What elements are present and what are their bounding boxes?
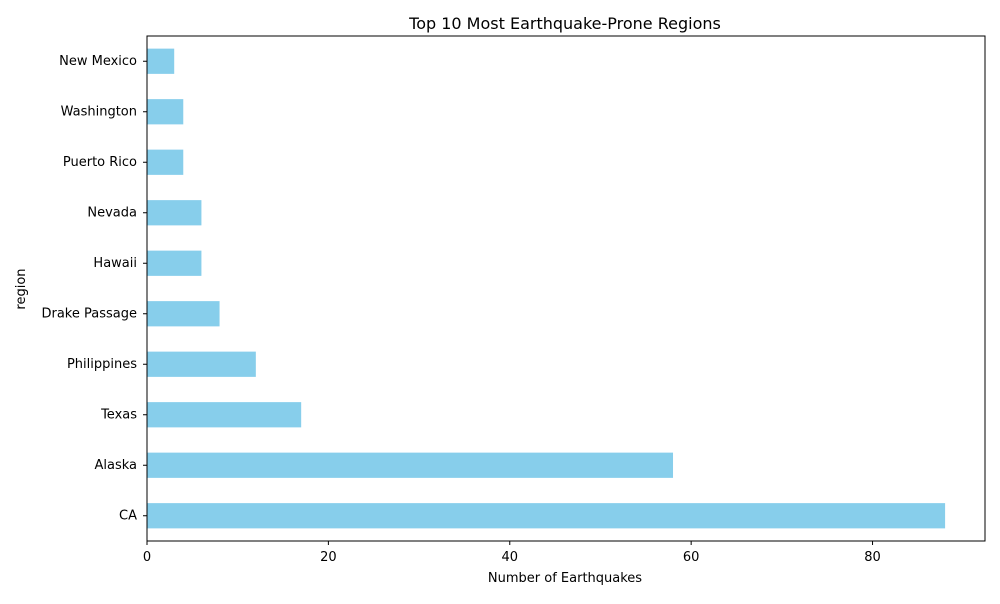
y-tick-label: Hawaii bbox=[93, 256, 137, 271]
bars-group bbox=[147, 48, 946, 529]
x-axis-ticks: 0 20 40 60 80 bbox=[143, 541, 881, 565]
plot-frame bbox=[146, 35, 986, 542]
y-tick-label: Philippines bbox=[67, 357, 137, 372]
bar-ca bbox=[147, 503, 946, 529]
x-tick-label: 60 bbox=[683, 550, 700, 565]
y-tick-label: Puerto Rico bbox=[63, 155, 137, 170]
chart-title: Top 10 Most Earthquake-Prone Regions bbox=[408, 14, 721, 33]
bar-texas bbox=[147, 402, 302, 428]
x-tick-label: 0 bbox=[143, 550, 151, 565]
y-tick-label: CA bbox=[119, 508, 137, 523]
y-tick-label: Alaska bbox=[94, 458, 137, 473]
bar-hawaii bbox=[147, 250, 202, 276]
y-axis-label: region bbox=[14, 268, 29, 309]
x-tick-label: 80 bbox=[864, 550, 881, 565]
x-axis-label: Number of Earthquakes bbox=[488, 571, 642, 586]
y-tick-label: Drake Passage bbox=[41, 306, 137, 321]
y-tick-label: Washington bbox=[61, 104, 137, 119]
x-tick-label: 20 bbox=[320, 550, 337, 565]
bar-washington bbox=[147, 99, 184, 125]
bar-alaska bbox=[147, 452, 674, 478]
bar-drake-passage bbox=[147, 301, 220, 327]
y-tick-label: New Mexico bbox=[59, 54, 137, 69]
y-tick-label: Nevada bbox=[87, 205, 137, 220]
bar-nevada bbox=[147, 200, 202, 226]
y-tick-label: Texas bbox=[100, 407, 137, 422]
bar-new-mexico bbox=[147, 48, 175, 74]
x-tick-label: 40 bbox=[501, 550, 518, 565]
bar-puerto-rico bbox=[147, 149, 184, 175]
bar-philippines bbox=[147, 351, 256, 377]
y-axis-ticks: CA Alaska Texas Philippines Drake Passage Haw… bbox=[41, 54, 147, 523]
